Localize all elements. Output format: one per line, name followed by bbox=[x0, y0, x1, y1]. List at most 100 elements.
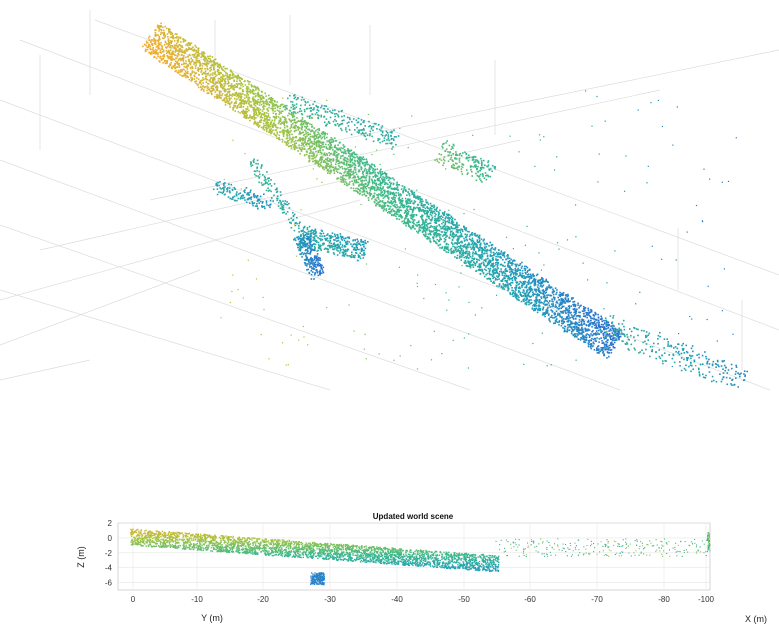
cloud-point bbox=[150, 41, 152, 43]
cloud-point bbox=[196, 61, 198, 63]
cloud-point bbox=[208, 58, 210, 60]
cloud-point bbox=[342, 168, 344, 170]
cloud-point bbox=[471, 244, 473, 246]
cloud-point bbox=[301, 126, 303, 128]
cloud-point bbox=[476, 261, 478, 263]
cloud-point bbox=[529, 278, 531, 280]
cloud-point bbox=[357, 161, 359, 163]
cloud-point bbox=[274, 116, 276, 118]
cloud-point bbox=[368, 199, 370, 201]
cloud-point bbox=[497, 254, 499, 256]
cloud-point bbox=[158, 44, 160, 46]
cloud-point bbox=[590, 320, 592, 322]
cloud-point bbox=[307, 126, 309, 128]
cloud-point bbox=[519, 283, 521, 285]
cloud-point bbox=[490, 278, 492, 280]
cloud-point bbox=[196, 46, 198, 48]
cloud-point bbox=[409, 202, 411, 204]
cloud-point bbox=[344, 168, 346, 170]
cloud-point bbox=[361, 180, 363, 182]
cloud-point bbox=[563, 294, 565, 296]
cloud-point bbox=[354, 181, 356, 183]
cloud-point bbox=[243, 116, 245, 118]
cloud-point bbox=[178, 44, 180, 46]
cloud-point bbox=[570, 322, 572, 324]
cloud-point bbox=[605, 341, 607, 343]
cloud-point bbox=[578, 307, 580, 309]
cloud-point bbox=[376, 190, 378, 192]
cloud-point bbox=[158, 42, 160, 44]
point-cloud-3d-view[interactable] bbox=[0, 0, 779, 390]
cloud-point bbox=[242, 86, 244, 88]
cloud-point bbox=[450, 232, 452, 234]
cloud-point bbox=[149, 52, 151, 54]
cloud-point bbox=[488, 268, 490, 270]
cloud-point bbox=[413, 216, 415, 218]
cloud-point bbox=[298, 144, 300, 146]
cloud-point bbox=[166, 52, 168, 54]
cloud-point bbox=[318, 151, 320, 153]
cloud-point bbox=[255, 86, 257, 88]
cloud-point bbox=[219, 82, 221, 84]
cloud-point bbox=[329, 159, 331, 161]
cloud-point bbox=[574, 314, 576, 316]
cloud-point bbox=[413, 208, 415, 210]
cloud-point bbox=[484, 247, 486, 249]
cloud-point bbox=[331, 166, 333, 168]
cloud-point bbox=[540, 279, 542, 281]
cloud-point bbox=[377, 178, 379, 180]
cloud-point bbox=[315, 151, 317, 153]
cloud-point bbox=[286, 143, 288, 145]
cloud-point bbox=[579, 305, 581, 307]
cloud-point bbox=[597, 314, 599, 316]
cloud-point bbox=[572, 317, 574, 319]
cloud-point bbox=[502, 283, 504, 285]
cloud-point bbox=[325, 144, 327, 146]
cloud-point bbox=[498, 249, 500, 251]
cloud-point bbox=[142, 46, 144, 48]
cloud-point bbox=[427, 214, 429, 216]
cloud-point bbox=[187, 56, 189, 58]
cloud-point bbox=[318, 150, 320, 152]
cloud-point bbox=[395, 201, 397, 203]
cloud-point bbox=[339, 167, 341, 169]
grid-line bbox=[0, 270, 200, 345]
cloud-point bbox=[454, 235, 456, 237]
cloud-point bbox=[408, 189, 410, 191]
cloud-point bbox=[451, 216, 453, 218]
cloud-point bbox=[178, 38, 180, 40]
cloud-point bbox=[158, 39, 160, 41]
cloud-point bbox=[280, 118, 282, 120]
cloud-point bbox=[466, 234, 468, 236]
cloud-point bbox=[597, 352, 599, 354]
cloud-point bbox=[321, 147, 323, 149]
cloud-point bbox=[389, 213, 391, 215]
cloud-point bbox=[396, 213, 398, 215]
cloud-point bbox=[377, 168, 379, 170]
cloud-point bbox=[537, 293, 539, 295]
cloud-point bbox=[191, 72, 193, 74]
cloud-point bbox=[225, 104, 227, 106]
cloud-point bbox=[366, 159, 368, 161]
cloud-point bbox=[451, 226, 453, 228]
cloud-point bbox=[185, 75, 187, 77]
cloud-point bbox=[160, 32, 162, 34]
cloud-point bbox=[416, 222, 418, 224]
cloud-point bbox=[200, 56, 202, 58]
cloud-point bbox=[301, 138, 303, 140]
cloud-point bbox=[381, 171, 383, 173]
cloud-point bbox=[357, 192, 359, 194]
cloud-point bbox=[535, 280, 537, 282]
cloud-point bbox=[599, 338, 601, 340]
cloud-point bbox=[154, 39, 156, 41]
cloud-point bbox=[188, 47, 190, 49]
cloud-point bbox=[351, 150, 353, 152]
cloud-point bbox=[509, 292, 511, 294]
cloud-point bbox=[146, 46, 148, 48]
cloud-point bbox=[180, 41, 182, 43]
cloud-point bbox=[550, 309, 552, 311]
cloud-point bbox=[174, 59, 176, 61]
cloud-point bbox=[365, 164, 367, 166]
cloud-point bbox=[288, 146, 290, 148]
cloud-point bbox=[279, 112, 281, 114]
